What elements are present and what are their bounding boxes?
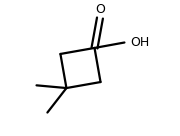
Text: O: O xyxy=(95,3,105,16)
Text: OH: OH xyxy=(130,36,149,49)
